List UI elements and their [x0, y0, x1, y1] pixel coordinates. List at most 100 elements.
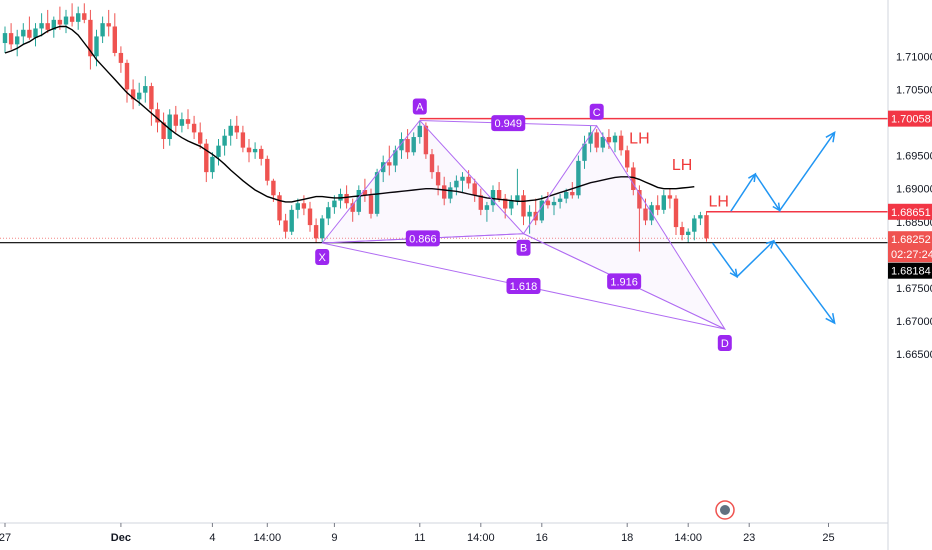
price-tag-text: 02:27:24 [891, 249, 932, 261]
candle [521, 190, 526, 226]
candle [82, 3, 87, 24]
candle [557, 193, 563, 209]
price-tag-bg [888, 262, 932, 279]
price-axis[interactable]: 1.710001.705001.695001.690001.685001.675… [887, 0, 932, 550]
candle [313, 218, 319, 243]
candle-body [490, 190, 496, 206]
candle-body [387, 162, 392, 166]
projection-arrowhead [765, 239, 775, 249]
price-tag-support: 1.68184 [888, 262, 932, 279]
time-tick-label: 16 [536, 532, 548, 544]
candle [368, 188, 374, 219]
pattern-point-badge [589, 103, 604, 120]
candle-body [63, 16, 69, 25]
price-tag-last: 1.68252 [888, 231, 932, 248]
projection-arrowhead [748, 172, 757, 183]
pattern-ratio-badge [506, 277, 541, 294]
price-tick-label: 1.71000 [896, 51, 932, 63]
pattern-point-a: A [412, 98, 427, 115]
candle-body [399, 139, 404, 151]
candle-body [551, 201, 557, 206]
price-tag-resistance: 1.70058 [888, 110, 932, 127]
candle-body [204, 143, 209, 173]
candle-body [539, 200, 544, 221]
candle [484, 201, 490, 222]
candle-body [295, 203, 300, 210]
candle-body [606, 137, 612, 143]
candle [63, 9, 69, 34]
candle-body [661, 195, 666, 210]
candle-body [265, 158, 270, 181]
candle-body [57, 19, 63, 25]
candle [551, 196, 557, 216]
candle-body [45, 23, 50, 30]
candle [259, 145, 264, 166]
candle-body [283, 220, 288, 232]
candle-body [570, 191, 575, 196]
candle-body [673, 198, 679, 228]
candle [100, 16, 105, 44]
candle-body [686, 231, 691, 236]
time-axis[interactable]: 27 Dec 4 14:00 9 11 14:00 16 18 14:00 23 25 [0, 522, 888, 544]
price-tag-countdown: 02:27:24 [888, 246, 932, 263]
candle-body [362, 190, 368, 196]
candle-body [39, 23, 44, 29]
candle [588, 125, 593, 153]
time-tick-label: 14:00 [254, 532, 282, 544]
price-tick-label: 1.69000 [896, 184, 932, 196]
candle-body [472, 183, 477, 196]
candle [307, 201, 313, 232]
candle-body [594, 132, 599, 148]
candle-body [326, 207, 331, 219]
candle-body [515, 195, 520, 201]
candle-body [8, 33, 14, 45]
price-tick-label: 1.69500 [896, 151, 932, 163]
candle [118, 46, 124, 73]
candle [698, 211, 703, 226]
price-tag-bg [888, 110, 932, 127]
candle-body [112, 26, 117, 53]
candle-body [106, 23, 111, 27]
candle-body [521, 195, 526, 217]
candle [155, 102, 160, 133]
time-tick-label: 27 [0, 532, 11, 544]
pattern-point-text: A [416, 101, 424, 113]
candle-body [600, 137, 605, 148]
time-tick-label: 18 [621, 532, 633, 544]
candle-body [448, 187, 453, 199]
lower-high-label: LH [708, 194, 728, 211]
candle [27, 16, 32, 40]
candle-body [393, 150, 398, 166]
candle [509, 195, 514, 216]
projection-path [730, 131, 836, 212]
pattern-ratio-text: 1.916 [610, 276, 638, 288]
pattern-point-text: B [520, 243, 527, 255]
price-tag-text: 1.68184 [891, 266, 931, 278]
candle [289, 205, 294, 236]
price-tick-label: 1.70500 [896, 84, 932, 96]
candle-body [33, 28, 38, 38]
candle-body [405, 139, 410, 153]
candle [149, 82, 154, 126]
projection-arrowhead [825, 130, 836, 143]
candle [326, 201, 331, 226]
candle-body [210, 156, 215, 173]
candle [637, 185, 642, 252]
candle [417, 120, 422, 144]
candle [539, 195, 544, 224]
candle [252, 142, 258, 159]
candle-body [289, 209, 294, 232]
candle [411, 132, 416, 156]
candle-body [631, 167, 636, 191]
candle-body [411, 137, 416, 153]
pattern-point-badge [516, 239, 531, 256]
candle [161, 112, 166, 149]
pattern-point-badge [717, 335, 732, 352]
candle [15, 29, 20, 57]
candle-body [643, 208, 648, 221]
replay-icon[interactable] [715, 500, 735, 520]
candle [277, 191, 282, 226]
candle-body [454, 180, 459, 188]
price-tick-label: 1.67500 [896, 283, 932, 295]
candle [185, 109, 191, 130]
